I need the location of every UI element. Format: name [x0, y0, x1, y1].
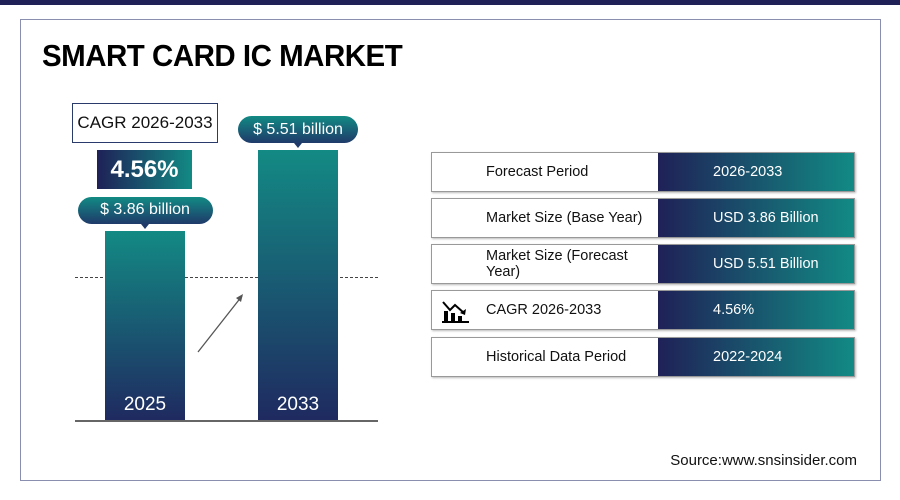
row-value: 4.56% [713, 302, 755, 318]
row-value: 2022-2024 [713, 349, 783, 365]
x-tick-label: 2033 [276, 394, 320, 415]
row-value: 2026-2033 [713, 164, 783, 180]
source-text: Source:www.snsinsider.com [670, 452, 857, 469]
x-tick-label: 2025 [123, 393, 167, 415]
bar-2025: 2025 [105, 230, 185, 420]
page-title: SMART CARD IC MARKET [42, 38, 403, 73]
table-row: Market Size (Base Year) USD 3.86 Billion [431, 198, 855, 238]
cagr-label: CAGR 2026-2033 [72, 103, 218, 143]
row-label: Historical Data Period [486, 349, 627, 365]
cagr-value: 4.56% [97, 150, 192, 189]
table-row: Forecast Period 2026-2033 [431, 152, 855, 192]
row-label: Market Size (Forecast Year) [486, 248, 628, 280]
table-row: CAGR 2026-2033 4.56% [431, 290, 855, 330]
table-row: Market Size (Forecast Year) USD 5.51 Bill… [431, 244, 855, 284]
row-label: Forecast Period [486, 164, 589, 180]
row-value: USD 3.86 Billion [713, 210, 819, 226]
frame [20, 19, 881, 481]
growth-arrow-icon [197, 294, 243, 353]
baseline-dashed-line [75, 277, 378, 278]
bar-2033: 2033 [258, 150, 338, 420]
top-bar [0, 0, 900, 5]
row-value: USD 5.51 Billion [713, 256, 819, 272]
x-axis [75, 420, 378, 422]
row-label: CAGR 2026-2033 [486, 302, 602, 318]
table-row: Historical Data Period 2022-2024 [431, 337, 855, 377]
data-label: $ 5.51 billion [238, 116, 358, 148]
row-label: Market Size (Base Year) [486, 210, 643, 226]
data-label: $ 3.86 billion [77, 196, 213, 229]
chart-decline-icon [442, 301, 469, 323]
